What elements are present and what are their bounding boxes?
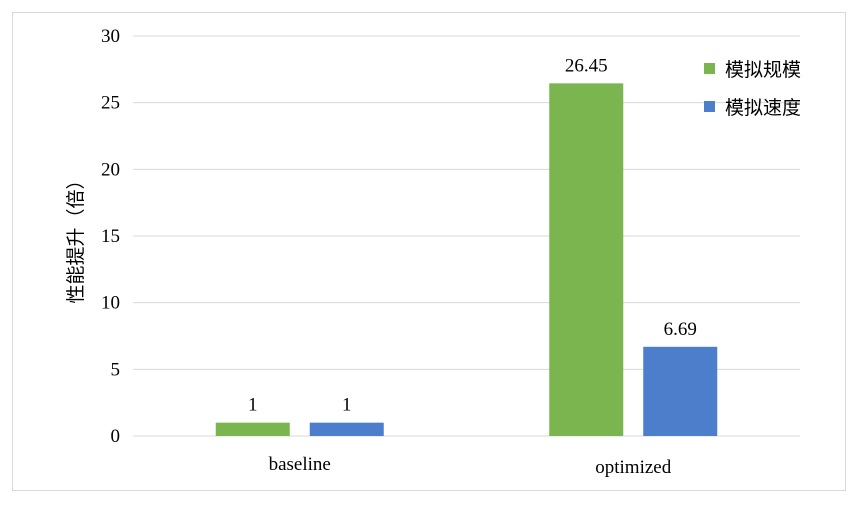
legend-swatch [704, 63, 715, 74]
y-tick-label: 10 [101, 293, 120, 314]
y-axis-ticks: 0 5 10 15 20 25 30 [101, 26, 120, 447]
y-tick-label: 20 [101, 159, 120, 180]
data-label: 1 [248, 395, 258, 416]
bar [643, 346, 718, 436]
legend-swatch [704, 101, 715, 112]
bar [549, 83, 624, 436]
bar [309, 422, 384, 436]
legend-label: 模拟规模 [725, 59, 801, 81]
bars [215, 83, 718, 436]
y-tick-label: 15 [101, 226, 120, 247]
x-category-label: baseline [269, 454, 331, 475]
gridlines [133, 35, 800, 437]
x-category-label: optimized [595, 457, 671, 478]
legend-label: 模拟速度 [725, 97, 801, 119]
y-axis-label: 性能提升（倍） [65, 170, 87, 303]
bar [215, 422, 290, 436]
data-labels: 1 1 26.45 6.69 [248, 55, 697, 415]
chart-frame [12, 12, 846, 491]
data-label: 6.69 [664, 319, 697, 340]
y-tick-label: 0 [111, 426, 121, 447]
y-tick-label: 30 [101, 26, 120, 47]
y-tick-label: 5 [111, 359, 121, 380]
data-label: 26.45 [565, 55, 608, 76]
y-tick-label: 25 [101, 93, 120, 114]
x-axis-categories: baseline optimized [269, 454, 672, 478]
data-label: 1 [342, 395, 352, 416]
